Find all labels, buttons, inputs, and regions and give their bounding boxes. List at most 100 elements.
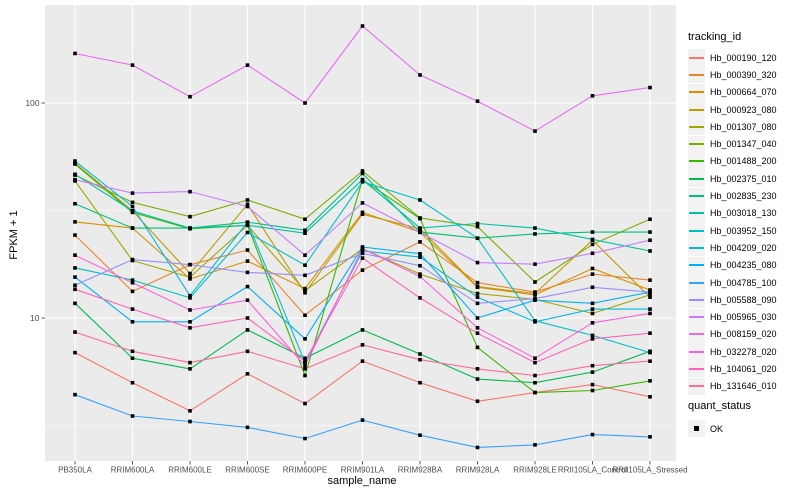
data-point — [475, 99, 480, 103]
legend-key-box — [688, 118, 705, 136]
ok-square-icon — [694, 426, 699, 431]
data-point — [533, 356, 537, 361]
data-point — [648, 295, 652, 299]
data-point — [475, 445, 480, 450]
legend-key-box — [688, 325, 705, 343]
legend-title-quant-status: quant_status — [688, 400, 751, 412]
data-point — [73, 287, 77, 292]
data-point — [360, 201, 365, 205]
x-tick-label: RRIM600SE — [225, 466, 269, 475]
data-point — [130, 356, 135, 361]
legend-item-label: Hb_001307_080 — [710, 121, 777, 132]
data-point — [360, 169, 365, 173]
data-point — [130, 414, 135, 418]
legend-key-box — [688, 308, 705, 326]
legend-key-box — [688, 256, 705, 274]
data-point — [245, 270, 250, 275]
legend-key-line — [689, 281, 704, 284]
y-tick-label: 10 — [30, 313, 40, 323]
x-tick-label: RRIM600LA — [111, 466, 155, 475]
data-point — [648, 379, 652, 383]
legend-item: Hb_001347_040 — [688, 135, 777, 153]
data-point — [130, 257, 135, 262]
x-tick-label: RRII105LA_Stressed — [612, 466, 687, 475]
data-point — [303, 231, 307, 235]
legend-key-box — [688, 222, 705, 240]
x-tick-label: PB350LA — [58, 466, 92, 475]
data-point — [418, 272, 422, 276]
x-tick-label: RRIM901LA — [341, 466, 385, 475]
data-point — [648, 359, 652, 363]
data-point — [533, 390, 537, 395]
data-point — [533, 291, 537, 296]
data-point — [648, 288, 652, 292]
data-point — [360, 24, 365, 28]
data-point — [188, 296, 192, 300]
data-point — [245, 202, 250, 207]
legend-item-label: Hb_131646_010 — [710, 381, 777, 392]
legend-item-label: Hb_008159_020 — [710, 329, 777, 340]
data-point — [188, 214, 192, 219]
data-point — [303, 217, 307, 222]
legend-item: Hb_001488_200 — [688, 152, 777, 170]
data-point — [418, 433, 422, 438]
data-point — [188, 360, 192, 365]
legend-key-box — [688, 377, 705, 395]
data-point — [188, 326, 192, 330]
data-point — [360, 171, 365, 176]
data-point — [533, 129, 537, 133]
data-point — [188, 189, 192, 194]
legend-item: Hb_131646_010 — [688, 377, 777, 395]
legend-key-line — [689, 367, 704, 370]
data-point — [188, 419, 192, 424]
legend-item: Hb_004785_100 — [688, 274, 777, 291]
x-tick-label: RRIM928LE — [513, 466, 557, 475]
data-point — [303, 101, 307, 105]
data-point — [245, 220, 250, 224]
data-point — [475, 399, 480, 404]
data-point — [360, 180, 365, 184]
data-point — [73, 51, 77, 56]
data-point — [590, 311, 595, 316]
legend-key-line — [689, 177, 704, 180]
data-point — [475, 284, 480, 289]
data-point — [475, 224, 480, 229]
data-point — [303, 373, 307, 378]
legend-item: Hb_003018_130 — [688, 204, 777, 222]
data-point — [73, 350, 77, 355]
data-point — [418, 357, 422, 362]
legend-item-label: Hb_002375_010 — [710, 173, 777, 184]
data-point — [418, 263, 422, 268]
legend-item-label: Hb_000664_070 — [710, 87, 777, 98]
data-point — [590, 230, 595, 234]
data-point — [73, 201, 77, 206]
tracking-id-legend: Hb_000190_120 Hb_000390_320 Hb_000664_070 H… — [688, 49, 777, 395]
data-point — [188, 271, 192, 276]
data-point — [475, 331, 480, 335]
data-point — [648, 238, 652, 243]
legend-key-line — [689, 229, 704, 232]
legend-key-line — [689, 333, 704, 336]
data-point — [533, 373, 537, 378]
data-point — [533, 443, 537, 447]
legend-item-label: Hb_003952_150 — [710, 225, 777, 236]
data-point — [475, 280, 480, 285]
legend-item: Hb_000390_320 — [688, 66, 777, 84]
data-point — [303, 313, 307, 318]
data-point — [590, 266, 595, 271]
data-point — [360, 256, 365, 260]
data-point — [130, 204, 135, 209]
legend-item: Hb_000190_120 — [688, 49, 777, 67]
legend-item: Hb_004209_020 — [688, 239, 777, 257]
data-point — [303, 273, 307, 278]
data-point — [648, 217, 652, 222]
data-point — [360, 328, 365, 332]
data-point — [590, 320, 595, 325]
legend-item-ok: OK — [688, 420, 723, 437]
data-point — [73, 301, 77, 306]
data-point — [648, 230, 652, 234]
data-point — [245, 316, 250, 320]
data-point — [475, 367, 480, 371]
legend-key-line — [689, 56, 704, 59]
